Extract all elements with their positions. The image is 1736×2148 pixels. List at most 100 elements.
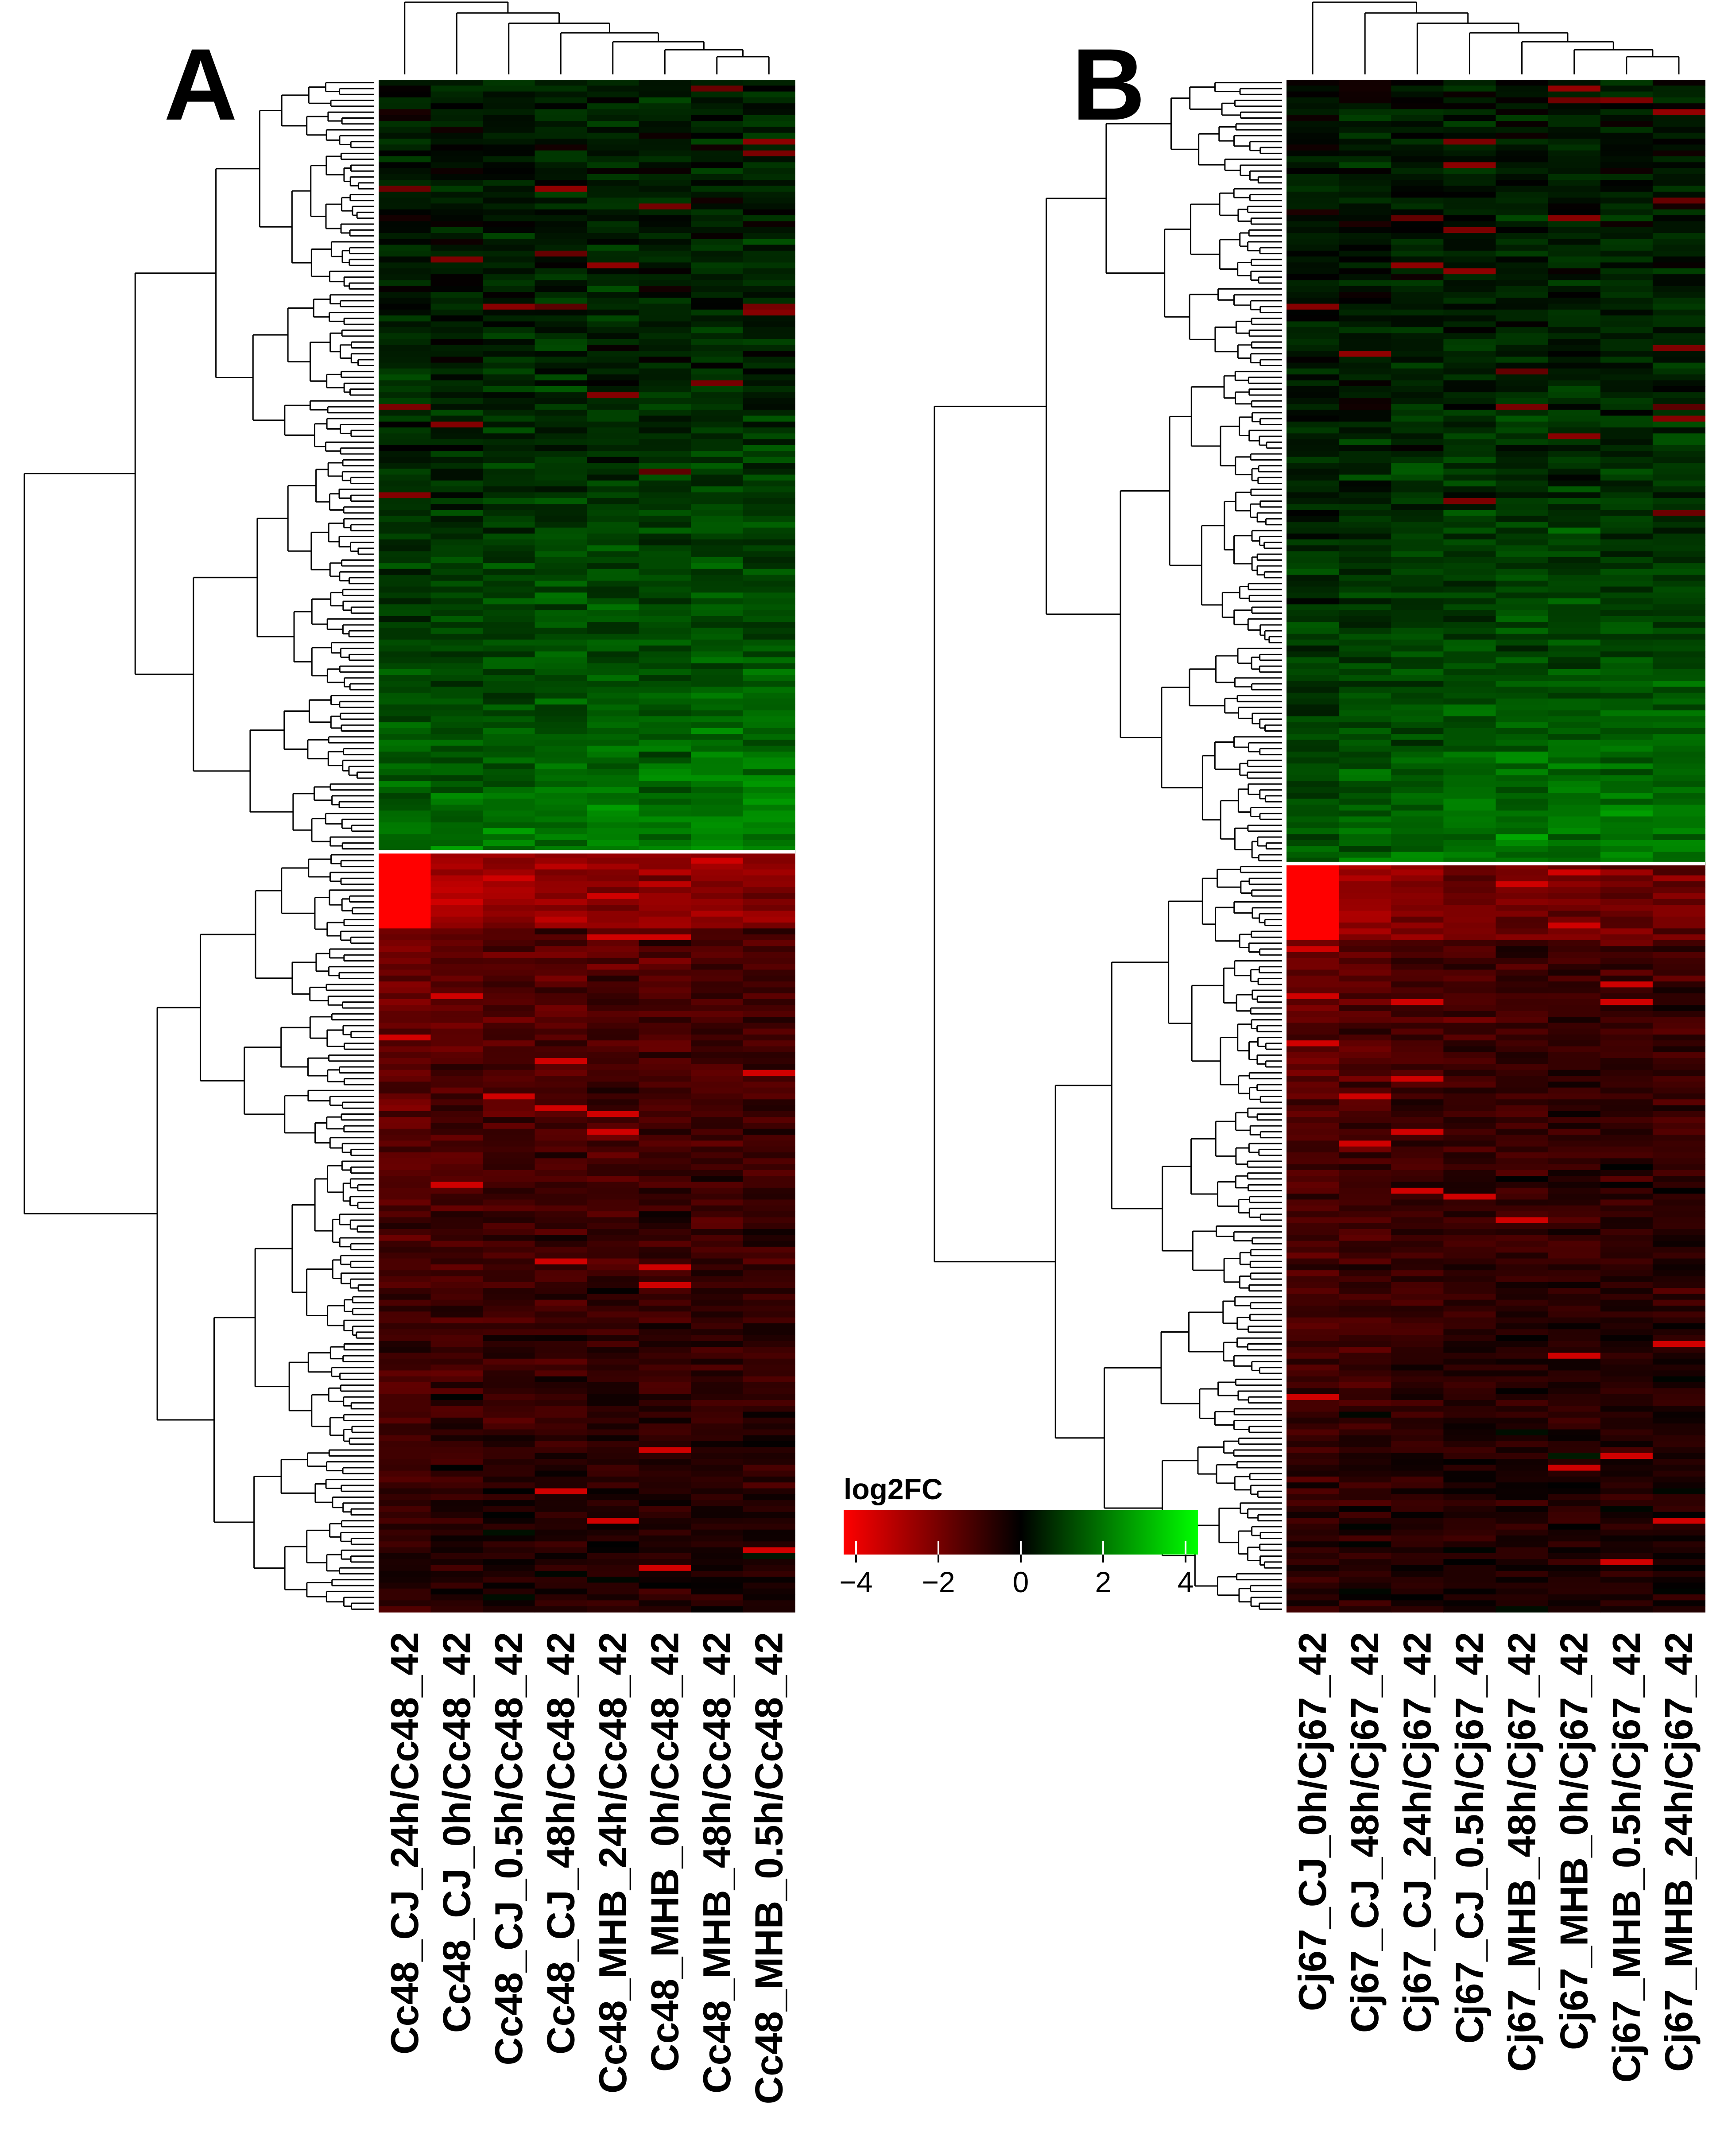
heatmap-cell bbox=[1443, 198, 1496, 204]
heatmap-cell bbox=[691, 250, 744, 257]
heatmap-cell bbox=[1652, 1023, 1705, 1029]
heatmap-cell bbox=[639, 345, 691, 351]
heatmap-cell bbox=[430, 97, 483, 104]
heatmap-cell bbox=[587, 669, 639, 675]
heatmap-cell bbox=[1652, 1358, 1705, 1365]
heatmap-cell bbox=[1496, 1217, 1549, 1224]
heatmap-cell bbox=[430, 386, 483, 393]
heatmap-cell bbox=[1652, 433, 1705, 440]
heatmap-cell bbox=[1600, 1524, 1653, 1530]
heatmap-cell bbox=[1339, 934, 1392, 941]
heatmap-cell bbox=[691, 1311, 744, 1318]
heatmap-cell bbox=[1600, 121, 1653, 128]
heatmap-cell bbox=[1600, 516, 1653, 522]
heatmap-cell bbox=[1339, 905, 1392, 911]
heatmap-cell bbox=[691, 410, 744, 416]
heatmap-cell bbox=[379, 362, 431, 369]
heatmap-cell bbox=[1286, 474, 1339, 481]
heatmap-cell bbox=[743, 1028, 795, 1035]
heatmap-cell bbox=[379, 1306, 431, 1312]
heatmap-cell bbox=[1600, 1411, 1653, 1418]
heatmap-cell bbox=[483, 1205, 535, 1212]
heatmap-cell bbox=[743, 533, 795, 540]
heatmap-cell bbox=[1600, 1482, 1653, 1489]
heatmap-cell bbox=[1496, 628, 1549, 634]
heatmap-cell bbox=[1548, 657, 1601, 664]
heatmap-cell bbox=[1443, 339, 1496, 345]
heatmap-cell bbox=[1652, 1518, 1705, 1524]
heatmap-cell bbox=[1443, 1052, 1496, 1058]
heatmap-cell bbox=[1600, 303, 1653, 310]
heatmap-cell bbox=[1339, 645, 1392, 652]
heatmap-cell bbox=[1548, 846, 1601, 853]
heatmap-cell bbox=[639, 421, 691, 428]
heatmap-cell bbox=[691, 1606, 744, 1613]
heatmap-cell bbox=[430, 681, 483, 687]
heatmap-cell bbox=[1286, 1512, 1339, 1518]
heatmap-cell bbox=[639, 663, 691, 670]
heatmap-cell bbox=[1391, 398, 1444, 404]
heatmap-cell bbox=[1339, 198, 1392, 204]
heatmap-cell bbox=[691, 186, 744, 192]
heatmap-cell bbox=[1600, 581, 1653, 587]
heatmap-cell bbox=[691, 198, 744, 204]
heatmap-cell bbox=[535, 1270, 587, 1277]
heatmap-cell bbox=[1600, 1070, 1653, 1076]
heatmap-cell bbox=[639, 1034, 691, 1041]
heatmap-cell bbox=[587, 1582, 639, 1589]
heatmap-cell bbox=[639, 810, 691, 817]
heatmap-cell bbox=[483, 274, 535, 281]
heatmap-cell bbox=[1443, 121, 1496, 128]
heatmap-cell bbox=[1548, 321, 1601, 328]
heatmap-cell bbox=[379, 221, 431, 228]
heatmap-cell bbox=[1496, 1335, 1549, 1342]
heatmap-cell bbox=[379, 716, 431, 723]
heatmap-cell bbox=[1391, 374, 1444, 381]
heatmap-cell bbox=[1391, 1087, 1444, 1094]
heatmap-cell bbox=[1496, 1123, 1549, 1129]
heatmap-cell bbox=[379, 539, 431, 546]
heatmap-cell bbox=[639, 581, 691, 587]
heatmap-cell bbox=[1652, 357, 1705, 363]
heatmap-cell bbox=[1391, 987, 1444, 994]
heatmap-cell bbox=[1600, 374, 1653, 381]
heatmap-cell bbox=[691, 1353, 744, 1359]
heatmap-cell bbox=[1286, 1217, 1339, 1224]
heatmap-cell bbox=[743, 227, 795, 233]
heatmap-cell bbox=[1391, 463, 1444, 469]
heatmap-cell bbox=[691, 1123, 744, 1129]
heatmap-cell bbox=[587, 1606, 639, 1613]
heatmap-cell bbox=[743, 386, 795, 393]
heatmap-cell bbox=[1548, 633, 1601, 640]
heatmap-cell bbox=[1339, 1064, 1392, 1070]
heatmap-cell bbox=[743, 834, 795, 841]
heatmap-cell bbox=[1339, 221, 1392, 228]
heatmap-cell bbox=[1286, 1541, 1339, 1548]
heatmap-cell bbox=[1286, 1323, 1339, 1330]
heatmap-cell bbox=[1496, 457, 1549, 463]
heatmap-cell bbox=[1600, 139, 1653, 145]
heatmap-cell bbox=[1496, 1264, 1549, 1271]
heatmap-cell bbox=[483, 1199, 535, 1206]
heatmap-cell bbox=[1391, 1524, 1444, 1530]
heatmap-cell bbox=[379, 881, 431, 888]
heatmap-cell bbox=[379, 598, 431, 605]
heatmap-cell bbox=[1443, 869, 1496, 876]
heatmap-cell bbox=[587, 722, 639, 729]
heatmap-cell bbox=[691, 816, 744, 823]
heatmap-cell bbox=[379, 127, 431, 133]
heatmap-cell bbox=[587, 1470, 639, 1477]
heatmap-cell bbox=[430, 103, 483, 110]
heatmap-cell bbox=[1443, 964, 1496, 970]
heatmap-cell bbox=[1391, 1600, 1444, 1607]
heatmap-cell bbox=[1600, 563, 1653, 570]
heatmap-cell bbox=[691, 310, 744, 316]
heatmap-cell bbox=[1600, 828, 1653, 835]
heatmap-cell bbox=[483, 799, 535, 805]
heatmap-cell bbox=[1600, 586, 1653, 593]
heatmap-cell bbox=[1600, 327, 1653, 334]
heatmap-cell bbox=[1286, 439, 1339, 446]
heatmap-cell bbox=[639, 469, 691, 475]
heatmap-cell bbox=[743, 1506, 795, 1512]
heatmap-cell bbox=[1600, 1023, 1653, 1029]
